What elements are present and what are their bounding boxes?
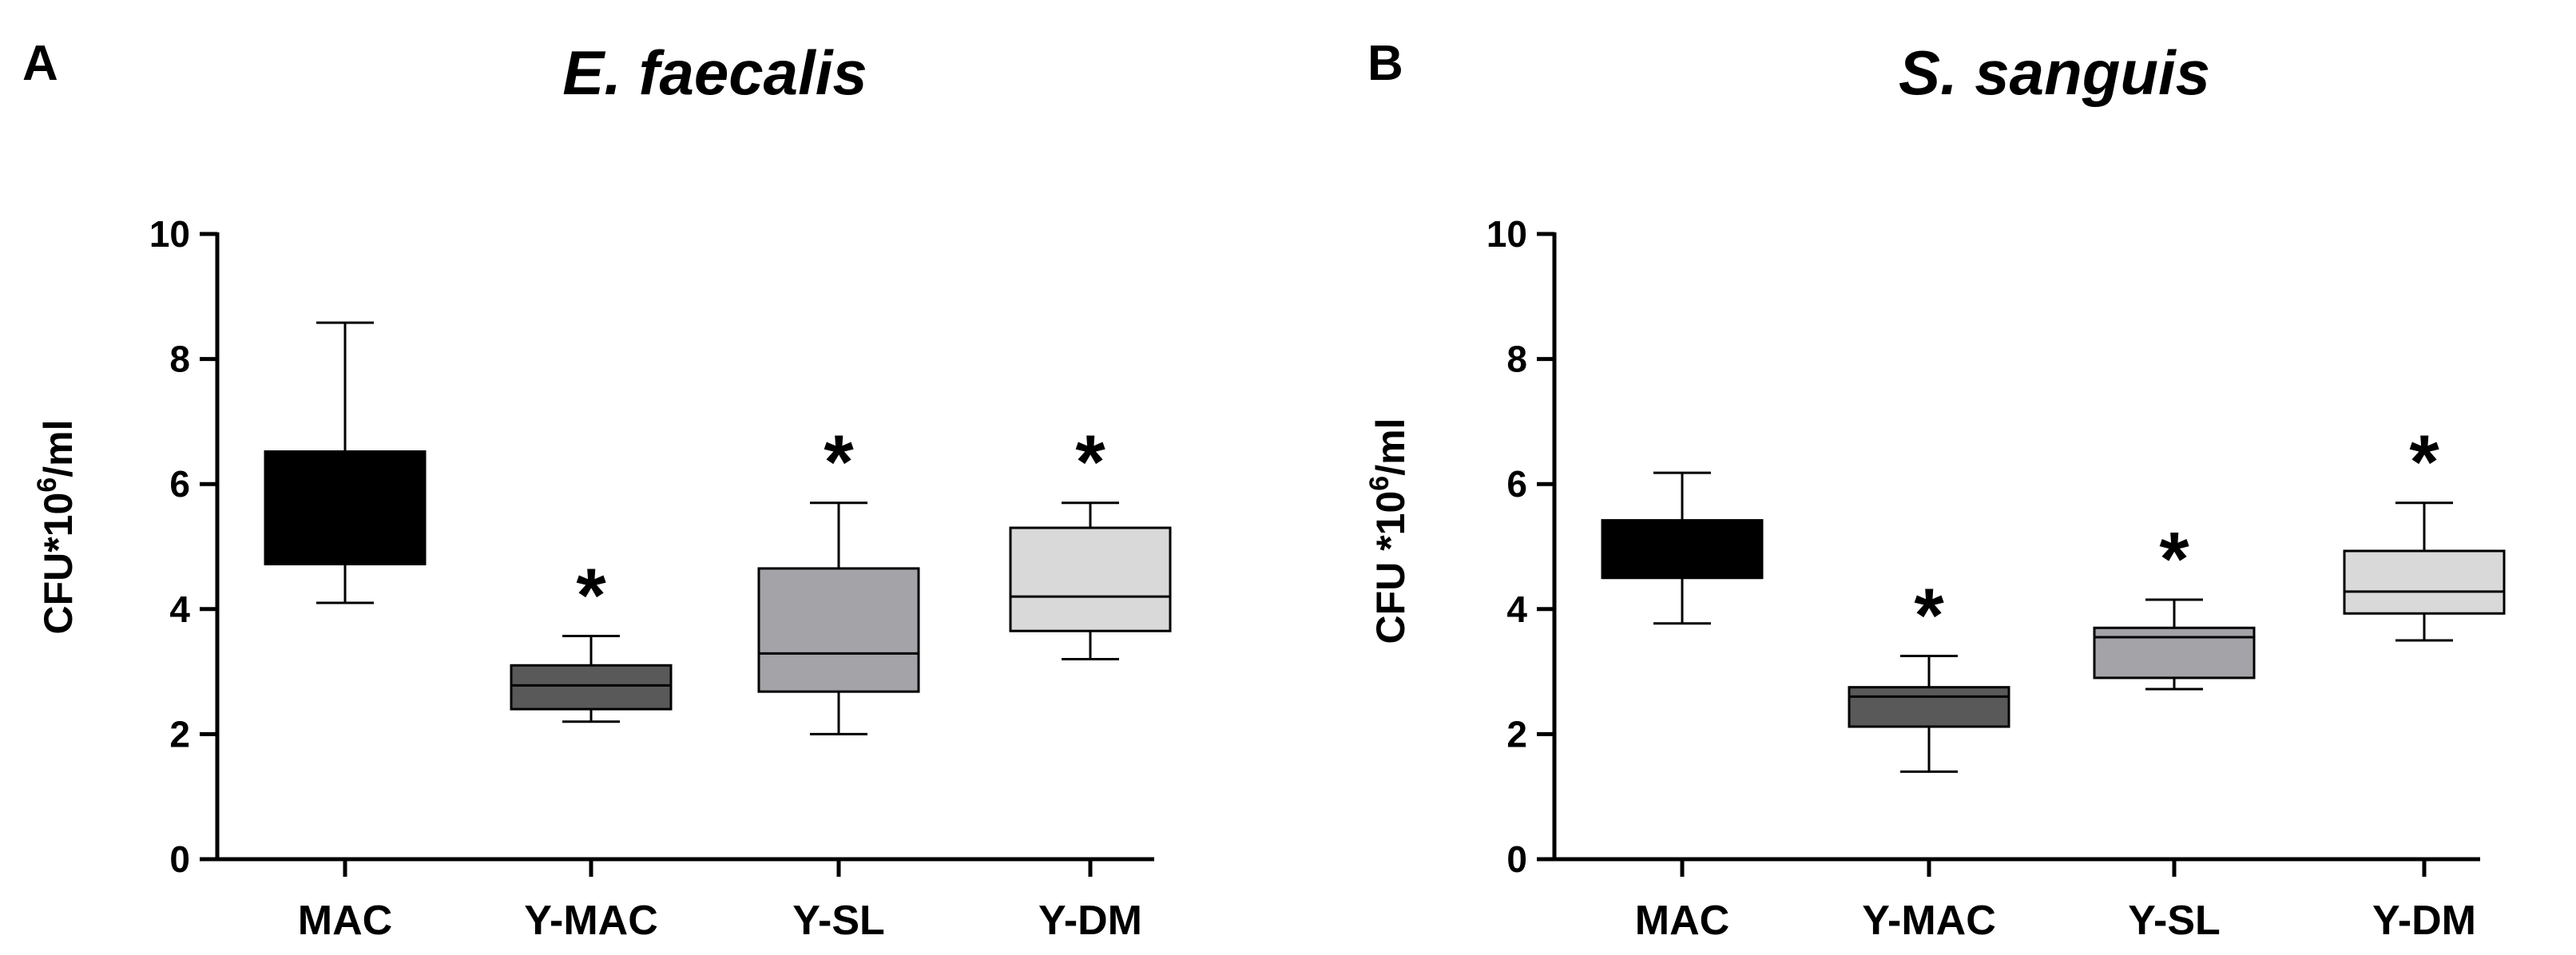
y-tick-label: 6 <box>169 463 190 505</box>
box-mac <box>1601 519 1764 580</box>
y-tick-label: 2 <box>1506 713 1527 755</box>
x-tick-label: Y-DM <box>1038 898 1142 944</box>
x-tick-label: MAC <box>298 898 392 944</box>
x-tick-label: Y-MAC <box>1862 898 1996 944</box>
y-axis-label: CFU *106/ml <box>1364 418 1413 644</box>
box-y-dm <box>2343 549 2506 615</box>
plot-area: 0 2 4 6 8 10 MAC Y-MAC * Y-SL * Y-DM * <box>1486 213 2506 944</box>
panel-letter: B <box>1367 36 1403 91</box>
box-y-mac <box>510 664 673 711</box>
y-tick-label: 10 <box>149 213 190 255</box>
box-mac <box>264 450 427 565</box>
x-tick-label: Y-SL <box>2128 898 2221 944</box>
x-tick-label: Y-SL <box>792 898 885 944</box>
significance-marker: * <box>2409 420 2439 505</box>
box-y-sl <box>2093 626 2256 680</box>
y-axis-label-sup: 6 <box>1364 476 1395 491</box>
panel-letter: A <box>22 36 58 91</box>
y-tick-label: 6 <box>1506 463 1527 505</box>
y-tick-label: 4 <box>169 588 190 630</box>
x-tick-label: MAC <box>1635 898 1729 944</box>
y-axis-label-unit: /ml <box>36 419 81 477</box>
y-tick-label: 0 <box>169 838 190 880</box>
y-axis-label-main: CFU*10 <box>36 493 81 635</box>
box-y-dm <box>1009 526 1172 632</box>
y-tick-label: 0 <box>1506 838 1527 880</box>
y-tick-label: 8 <box>169 339 190 380</box>
y-axis-label-main: CFU *10 <box>1368 491 1413 644</box>
x-tick-label: Y-MAC <box>524 898 658 944</box>
y-axis-label-sup: 6 <box>32 478 62 493</box>
significance-marker: * <box>1075 420 1105 505</box>
significance-marker: * <box>2159 517 2189 602</box>
chart-title: E. faecalis <box>562 38 867 108</box>
y-tick-label: 4 <box>1506 588 1527 630</box>
x-tick-label: Y-DM <box>2372 898 2476 944</box>
significance-marker: * <box>1914 573 1944 659</box>
chart-title: S. sanguis <box>1899 38 2210 108</box>
y-axis-label: CFU*106/ml <box>32 419 81 634</box>
box-y-sl <box>757 567 920 693</box>
plot-area: 0 2 4 6 8 10 MAC Y-MAC * Y-SL * Y-DM * <box>149 213 1172 944</box>
significance-marker: * <box>824 420 854 505</box>
y-tick-label: 10 <box>1486 213 1527 255</box>
y-axis-label-unit: /ml <box>1368 418 1413 476</box>
box-y-mac <box>1848 686 2010 728</box>
y-tick-label: 8 <box>1506 339 1527 380</box>
significance-marker: * <box>576 553 606 638</box>
y-tick-label: 2 <box>169 713 190 755</box>
